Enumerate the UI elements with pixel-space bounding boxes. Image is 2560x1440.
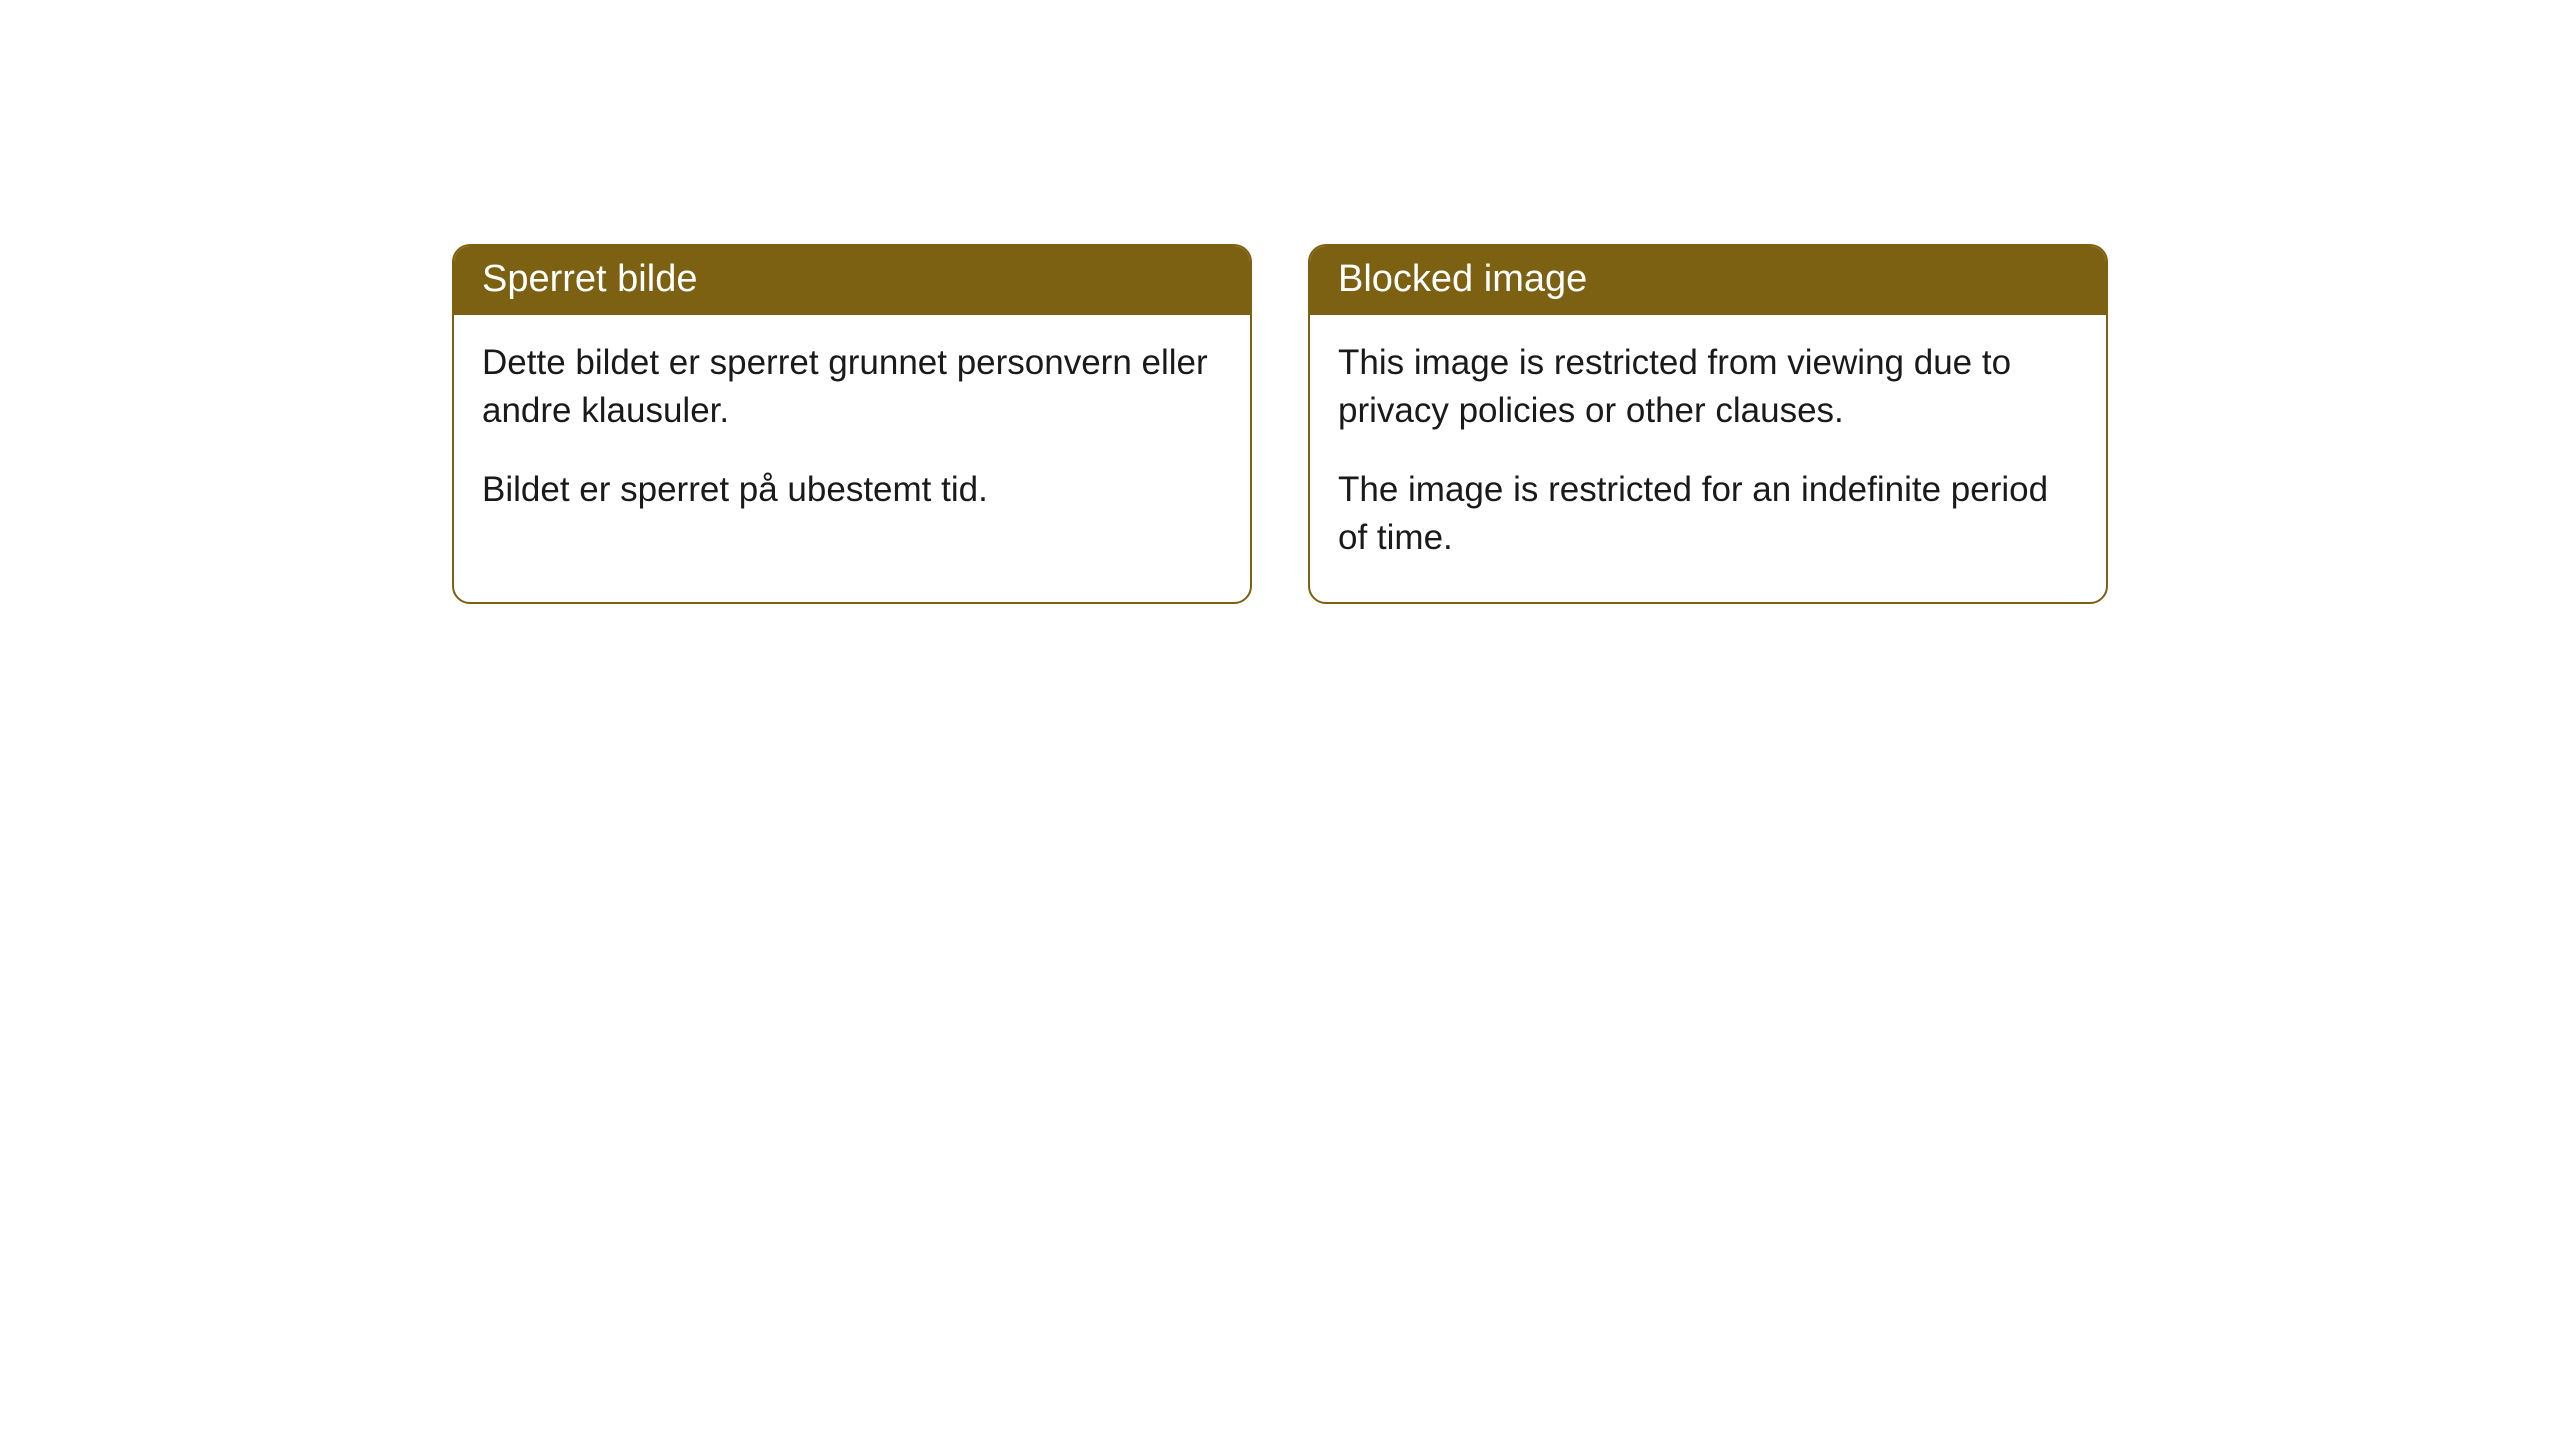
- card-paragraph: The image is restricted for an indefinit…: [1338, 466, 2078, 563]
- notice-card-norwegian: Sperret bilde Dette bildet er sperret gr…: [452, 244, 1252, 604]
- card-header-english: Blocked image: [1310, 246, 2106, 315]
- notice-card-english: Blocked image This image is restricted f…: [1308, 244, 2108, 604]
- card-body-norwegian: Dette bildet er sperret grunnet personve…: [454, 315, 1250, 554]
- notice-cards-container: Sperret bilde Dette bildet er sperret gr…: [452, 244, 2108, 604]
- card-paragraph: This image is restricted from viewing du…: [1338, 339, 2078, 436]
- card-header-norwegian: Sperret bilde: [454, 246, 1250, 315]
- card-paragraph: Dette bildet er sperret grunnet personve…: [482, 339, 1222, 436]
- card-body-english: This image is restricted from viewing du…: [1310, 315, 2106, 602]
- card-paragraph: Bildet er sperret på ubestemt tid.: [482, 466, 1222, 514]
